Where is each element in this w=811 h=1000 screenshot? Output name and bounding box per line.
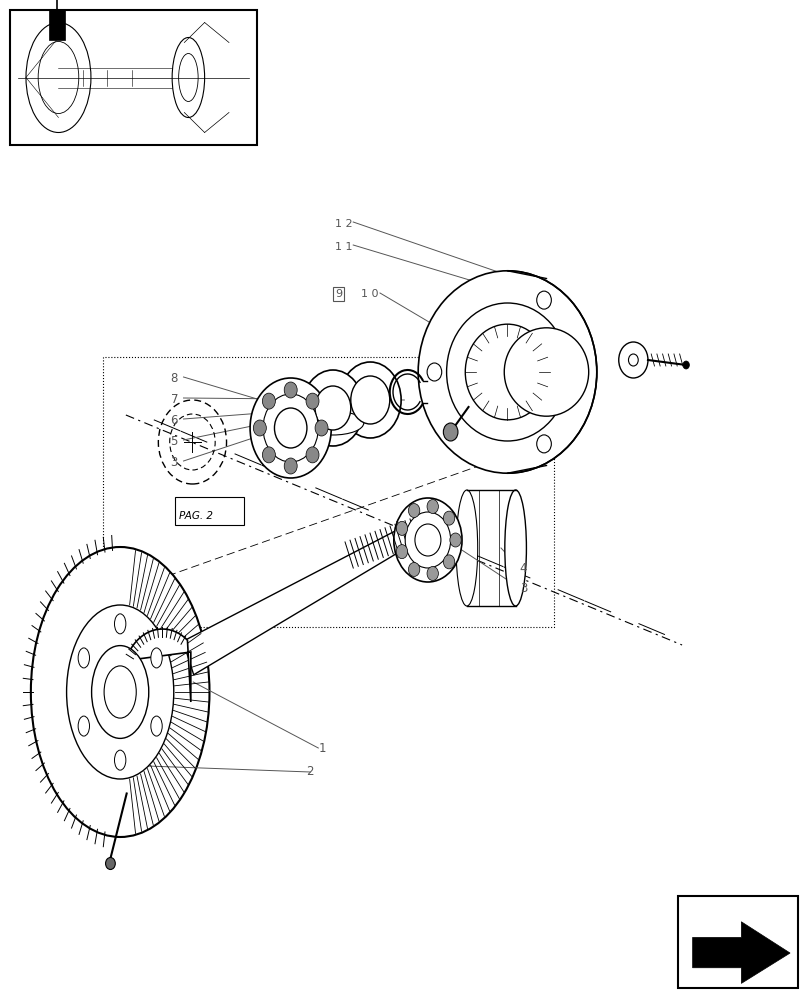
Ellipse shape (408, 562, 419, 576)
Ellipse shape (78, 648, 89, 668)
Ellipse shape (504, 490, 526, 606)
Ellipse shape (449, 533, 461, 547)
Text: 1 0: 1 0 (361, 289, 379, 299)
Ellipse shape (443, 555, 454, 569)
Ellipse shape (418, 271, 596, 473)
Ellipse shape (284, 458, 297, 474)
Text: 8: 8 (170, 372, 178, 385)
Bar (13, 14, 254, 141)
Ellipse shape (263, 394, 318, 462)
Ellipse shape (465, 324, 549, 420)
Text: 6: 6 (170, 414, 178, 427)
Ellipse shape (274, 408, 307, 448)
Ellipse shape (393, 498, 461, 582)
Text: 5: 5 (170, 435, 178, 448)
Ellipse shape (628, 354, 637, 366)
Ellipse shape (151, 716, 162, 736)
Text: 3: 3 (519, 582, 526, 595)
Ellipse shape (306, 447, 319, 463)
Polygon shape (685, 906, 746, 978)
Ellipse shape (446, 303, 568, 441)
Text: PAG. 2: PAG. 2 (178, 511, 212, 521)
Ellipse shape (618, 342, 647, 378)
Ellipse shape (302, 411, 363, 435)
Bar (174, 497, 243, 525)
Text: 1 2: 1 2 (335, 219, 353, 229)
Text: 1: 1 (318, 742, 325, 755)
Ellipse shape (427, 363, 441, 381)
Ellipse shape (31, 547, 209, 837)
Ellipse shape (339, 362, 401, 438)
Ellipse shape (504, 328, 588, 416)
Ellipse shape (427, 500, 438, 514)
Ellipse shape (396, 521, 407, 535)
Ellipse shape (262, 393, 275, 409)
Ellipse shape (682, 361, 689, 369)
Ellipse shape (151, 648, 162, 668)
Ellipse shape (536, 435, 551, 453)
Ellipse shape (427, 566, 438, 580)
Ellipse shape (315, 386, 350, 430)
Text: 7: 7 (170, 393, 178, 406)
Polygon shape (182, 523, 417, 675)
Text: 1 1: 1 1 (335, 242, 353, 252)
Ellipse shape (92, 646, 148, 738)
Ellipse shape (350, 376, 389, 424)
Ellipse shape (405, 512, 450, 568)
Ellipse shape (78, 716, 89, 736)
Bar (103, 357, 553, 627)
Ellipse shape (302, 370, 363, 446)
Ellipse shape (443, 511, 454, 525)
Polygon shape (126, 629, 191, 702)
Ellipse shape (315, 420, 328, 436)
Bar (10, 10, 257, 145)
Ellipse shape (250, 378, 331, 478)
Ellipse shape (408, 504, 419, 518)
Ellipse shape (104, 666, 136, 718)
Ellipse shape (414, 524, 440, 556)
Ellipse shape (306, 393, 319, 409)
Ellipse shape (105, 857, 115, 869)
Polygon shape (49, 10, 65, 39)
Text: 4: 4 (519, 562, 526, 575)
Ellipse shape (284, 382, 297, 398)
Polygon shape (692, 922, 789, 983)
Ellipse shape (262, 447, 275, 463)
Text: 3: 3 (170, 456, 178, 469)
Ellipse shape (536, 291, 551, 309)
Ellipse shape (114, 750, 126, 770)
Bar (677, 896, 797, 988)
Ellipse shape (396, 545, 407, 559)
Ellipse shape (253, 420, 266, 436)
Ellipse shape (443, 423, 457, 441)
Text: 2: 2 (306, 765, 313, 778)
Ellipse shape (67, 605, 174, 779)
Text: 9: 9 (335, 289, 342, 299)
Ellipse shape (114, 614, 126, 634)
Ellipse shape (456, 490, 477, 606)
